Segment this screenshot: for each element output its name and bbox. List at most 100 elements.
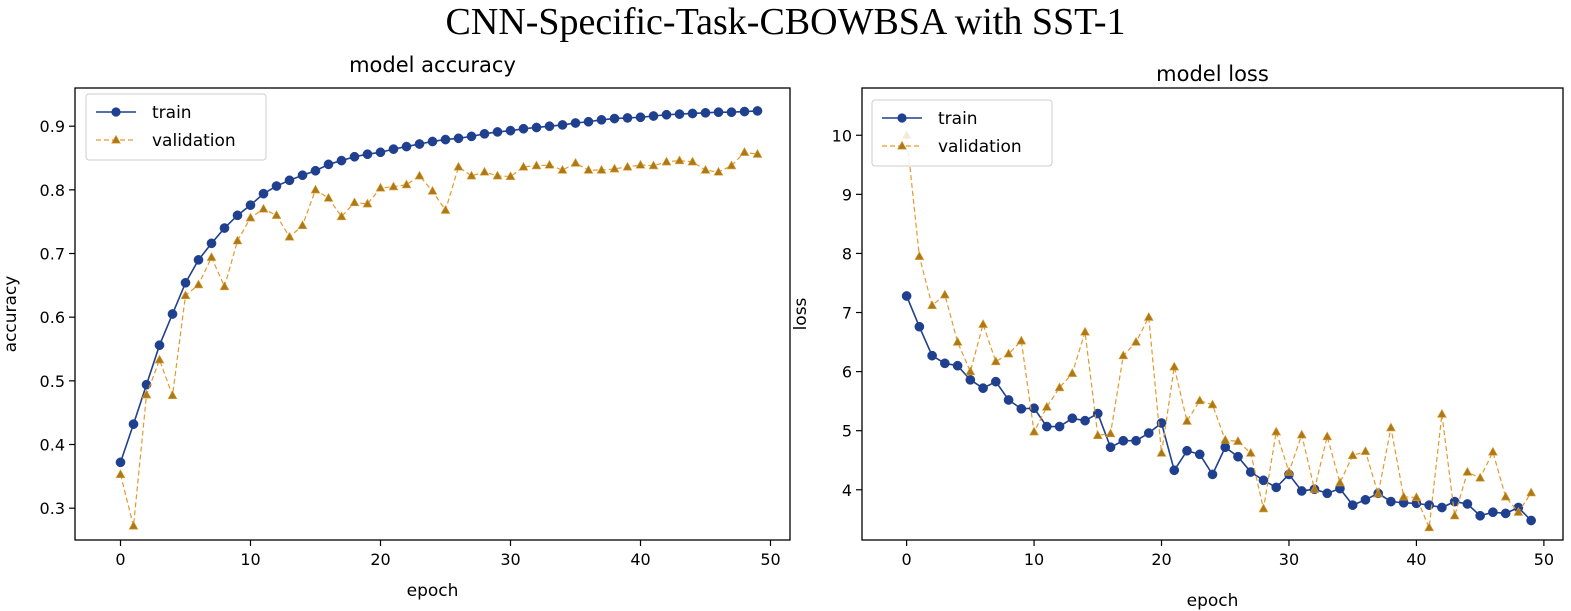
accuracy-train-point bbox=[427, 136, 438, 147]
accuracy-y-tick-label: 0.3 bbox=[40, 499, 65, 518]
loss-train-point bbox=[1207, 469, 1218, 480]
accuracy-validation-point bbox=[570, 157, 581, 167]
accuracy-plot-frame bbox=[74, 87, 791, 541]
loss-validation-point bbox=[1118, 350, 1129, 360]
accuracy-legend: train validation bbox=[85, 93, 267, 161]
accuracy-train-point bbox=[362, 149, 373, 160]
loss-y-tick-label: 10 bbox=[832, 126, 852, 145]
loss-train-point bbox=[1003, 395, 1014, 405]
loss-validation-point bbox=[914, 251, 925, 260]
loss-train-point bbox=[1182, 445, 1192, 456]
accuracy-legend-train-marker bbox=[111, 107, 121, 117]
accuracy-train-point bbox=[583, 116, 594, 127]
loss-validation-point bbox=[978, 319, 988, 328]
loss-validation-point bbox=[1513, 507, 1524, 516]
accuracy-validation-point bbox=[219, 281, 230, 291]
accuracy-validation-point bbox=[622, 161, 633, 171]
loss-validation-point bbox=[1258, 503, 1269, 513]
accuracy-train-point bbox=[349, 151, 360, 162]
loss-validation-point bbox=[1041, 401, 1052, 411]
loss-validation-point bbox=[1182, 416, 1192, 425]
loss-train-point bbox=[1449, 496, 1460, 507]
accuracy-validation-point bbox=[414, 170, 425, 180]
loss-train-point bbox=[1131, 435, 1141, 446]
loss-train-point bbox=[1475, 510, 1486, 521]
accuracy-train-point bbox=[661, 109, 672, 120]
loss-train-point bbox=[1067, 413, 1078, 424]
accuracy-train-point bbox=[557, 120, 568, 130]
loss-validation-point bbox=[1347, 450, 1358, 460]
accuracy-train-point bbox=[232, 210, 243, 221]
loss-x-tick-label: 0 bbox=[902, 550, 912, 569]
loss-validation-point bbox=[1488, 446, 1498, 456]
accuracy-validation-point bbox=[154, 354, 165, 364]
accuracy-train-point bbox=[687, 108, 698, 119]
accuracy-train-point bbox=[648, 111, 659, 121]
loss-validation-point bbox=[1131, 336, 1141, 346]
loss-legend-train-marker bbox=[897, 113, 907, 123]
loss-train-point bbox=[1143, 428, 1154, 438]
accuracy-train-point bbox=[635, 112, 646, 123]
loss-x-tick-label: 10 bbox=[1024, 550, 1044, 569]
loss-validation-point bbox=[1194, 395, 1205, 405]
loss-train-point bbox=[1271, 482, 1282, 493]
loss-train-point bbox=[1488, 507, 1498, 518]
accuracy-validation-point bbox=[375, 182, 386, 192]
loss-x-tick-label: 30 bbox=[1279, 550, 1299, 569]
accuracy-validation-point bbox=[492, 170, 503, 180]
loss-train-point bbox=[1080, 415, 1090, 426]
accuracy-validation-point bbox=[596, 164, 607, 174]
loss-legend-train-label: train bbox=[938, 109, 978, 129]
accuracy-plot-title: model accuracy bbox=[349, 53, 516, 77]
loss-plot-frame bbox=[861, 87, 1564, 541]
accuracy-legend-validation-label: validation bbox=[152, 131, 236, 151]
loss-validation-point bbox=[1271, 426, 1282, 436]
loss-validation-point bbox=[1156, 447, 1167, 457]
accuracy-train-point bbox=[193, 255, 204, 265]
accuracy-validation-point bbox=[531, 160, 542, 170]
accuracy-y-axis-label: accuracy bbox=[1, 276, 21, 353]
accuracy-legend-box bbox=[85, 93, 267, 161]
accuracy-validation-point bbox=[427, 185, 438, 195]
loss-validation-point bbox=[1245, 447, 1256, 457]
loss-validation-point bbox=[1360, 446, 1371, 455]
accuracy-y-tick-label: 0.7 bbox=[40, 245, 65, 264]
loss-train-point bbox=[1296, 486, 1307, 496]
loss-train-point bbox=[1424, 500, 1435, 510]
loss-validation-point bbox=[1003, 348, 1014, 358]
accuracy-validation-point bbox=[232, 235, 243, 245]
loss-validation-point bbox=[1296, 429, 1307, 439]
accuracy-train-point bbox=[440, 134, 451, 145]
loss-train-point bbox=[1029, 403, 1039, 414]
loss-train-point bbox=[1437, 502, 1447, 513]
accuracy-validation-point bbox=[284, 231, 295, 241]
accuracy-validation-point bbox=[115, 469, 126, 478]
accuracy-x-tick-label: 40 bbox=[630, 550, 650, 569]
accuracy-validation-point bbox=[401, 179, 412, 189]
loss-train-point bbox=[901, 291, 912, 301]
loss-validation-point bbox=[1207, 399, 1218, 409]
accuracy-validation-point bbox=[180, 290, 191, 300]
accuracy-validation-point bbox=[245, 212, 256, 222]
accuracy-train-point bbox=[622, 113, 633, 123]
loss-validation-point bbox=[1054, 382, 1065, 392]
loss-train-point bbox=[1347, 500, 1358, 510]
loss-train-point bbox=[990, 376, 1001, 387]
accuracy-train-point bbox=[297, 170, 308, 181]
loss-train-point bbox=[1526, 515, 1536, 526]
accuracy-train-point bbox=[739, 106, 750, 117]
accuracy-plot: model accuracy 0 10 20 30 40 50 0.3 0.4 0.5 0.6 0.7… bbox=[1, 53, 791, 601]
loss-train-point bbox=[1016, 403, 1027, 414]
accuracy-train-point bbox=[700, 107, 711, 118]
loss-legend: train validation bbox=[871, 99, 1053, 167]
loss-validation-point bbox=[1475, 472, 1486, 482]
accuracy-validation-point bbox=[258, 203, 269, 213]
accuracy-validation-point bbox=[362, 198, 373, 208]
accuracy-train-point bbox=[544, 121, 555, 132]
accuracy-validation-point bbox=[726, 160, 737, 170]
loss-validation-point bbox=[1284, 466, 1294, 476]
loss-validation-point bbox=[1411, 492, 1422, 501]
loss-validation-point bbox=[1335, 477, 1345, 487]
loss-x-axis-label: epoch bbox=[1187, 591, 1239, 611]
accuracy-train-point bbox=[453, 133, 464, 144]
